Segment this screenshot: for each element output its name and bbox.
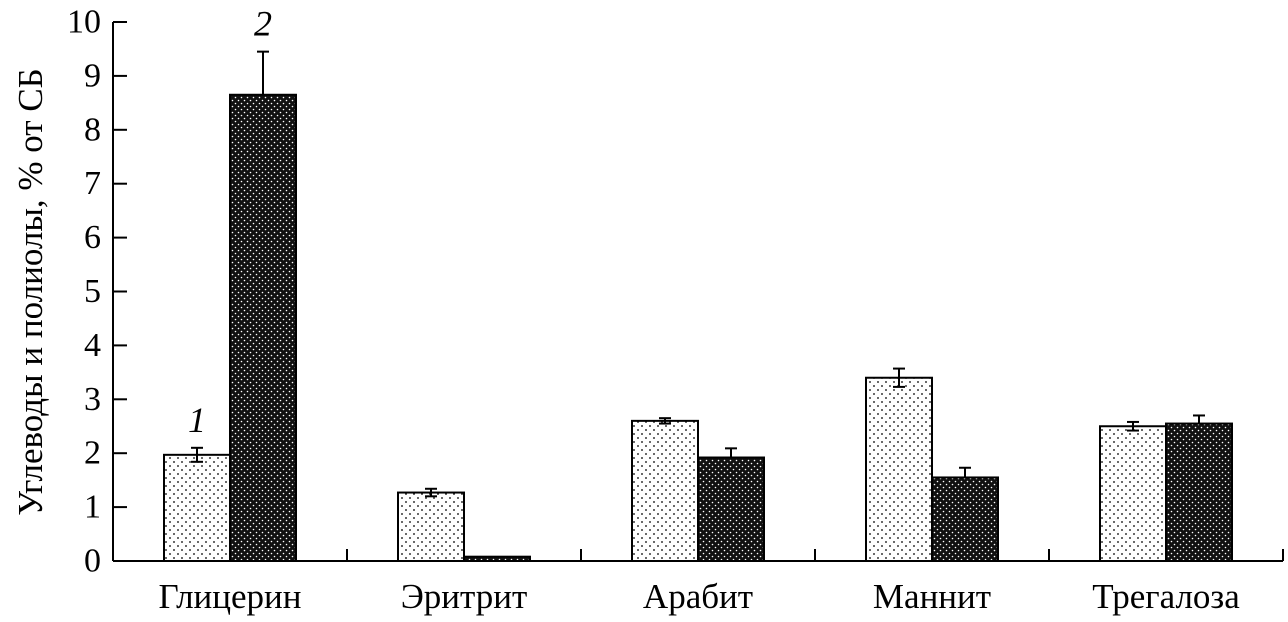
y-tick-label: 6 — [84, 219, 101, 256]
y-tick-label: 0 — [84, 543, 101, 580]
x-category-label: Арабит — [643, 577, 753, 616]
y-tick-label: 5 — [84, 273, 101, 310]
x-category-label: Трегалоза — [1092, 577, 1240, 616]
y-tick-label: 3 — [84, 381, 101, 418]
x-category-label: Глицерин — [158, 577, 301, 616]
y-tick-label: 9 — [84, 57, 101, 94]
x-category-label: Маннит — [873, 577, 991, 616]
series-tag-2: 2 — [254, 4, 272, 44]
y-tick-label: 1 — [84, 489, 101, 526]
bar-Эритрит-series-2 — [463, 555, 531, 562]
bar-Арабит-series-1 — [631, 419, 699, 562]
bars-group — [163, 50, 1233, 562]
bar-Трегалоза-series-1 — [1099, 425, 1167, 562]
bar-Глицерин-series-1 — [163, 453, 231, 562]
bar-Арабит-series-2 — [697, 456, 765, 562]
labels-group: 0 1 2 3 4 5 6 7 8 9 10 Глицерин Эритрит Арабит Маннит Т… — [67, 4, 1240, 617]
y-tick-label: 2 — [84, 435, 101, 472]
y-tick-label: 10 — [67, 4, 101, 41]
bar-Эритрит-series-1 — [397, 491, 465, 562]
y-tick-label: 8 — [84, 111, 101, 148]
bar-Маннит-series-2 — [931, 476, 999, 562]
bar-Трегалоза-series-2 — [1165, 422, 1233, 562]
series-tag-1: 1 — [188, 400, 206, 440]
y-tick-label: 7 — [84, 165, 101, 202]
y-tick-label: 4 — [84, 327, 101, 364]
bar-Глицерин-series-2 — [229, 93, 297, 562]
bar-Маннит-series-1 — [865, 376, 933, 562]
y-axis-title: Углеводы и полиолы, % от СБ — [11, 68, 50, 516]
x-category-label: Эритрит — [401, 577, 528, 616]
